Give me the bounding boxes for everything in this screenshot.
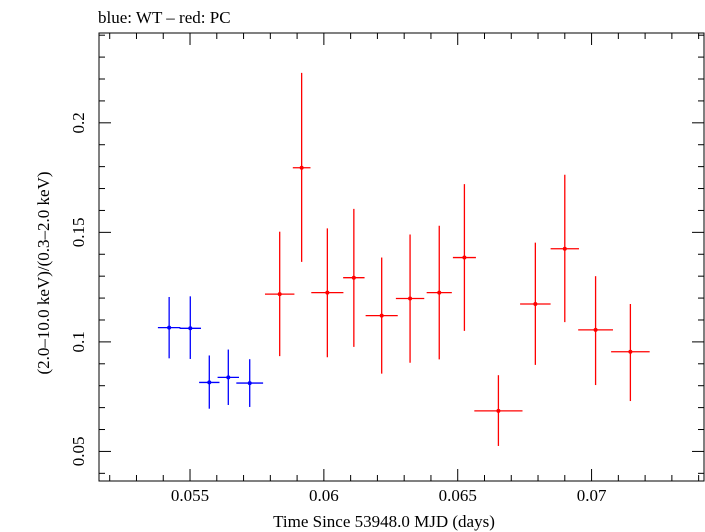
- data-point: [188, 326, 193, 331]
- data-point: [325, 290, 330, 295]
- data-point: [207, 380, 212, 385]
- data-point: [379, 313, 384, 318]
- data-point: [351, 275, 356, 280]
- data-point: [562, 246, 567, 251]
- x-tick-label: 0.055: [171, 486, 209, 505]
- x-tick-label: 0.06: [309, 486, 339, 505]
- y-tick-label: 0.2: [69, 112, 88, 133]
- data-point: [226, 375, 231, 380]
- data-point: [496, 408, 501, 413]
- data-point: [628, 349, 633, 354]
- data-point: [167, 325, 172, 330]
- x-tick-label: 0.07: [577, 486, 607, 505]
- x-tick-label: 0.065: [439, 486, 477, 505]
- plot-frame: [98, 32, 705, 482]
- data-point: [437, 290, 442, 295]
- data-point: [593, 327, 598, 332]
- data-point: [247, 381, 252, 386]
- data-point: [299, 165, 304, 170]
- x-axis-label: Time Since 53948.0 MJD (days): [273, 512, 495, 531]
- y-tick-label: 0.15: [69, 217, 88, 247]
- data-marks: [157, 72, 650, 446]
- data-point: [277, 292, 282, 297]
- chart-title: blue: WT – red: PC: [98, 8, 231, 27]
- data-point: [462, 255, 467, 260]
- y-tick-label: 0.1: [69, 331, 88, 352]
- y-axis-label: (2.0–10.0 keV)/(0.3–2.0 keV): [34, 171, 53, 374]
- axis-ticks: [99, 33, 704, 481]
- data-point: [533, 301, 538, 306]
- data-point: [408, 296, 413, 301]
- y-tick-label: 0.05: [69, 437, 88, 467]
- tick-labels: 0.055 0.06 0.065 0.07 0.05 0.1 0.15 0.2: [69, 112, 607, 505]
